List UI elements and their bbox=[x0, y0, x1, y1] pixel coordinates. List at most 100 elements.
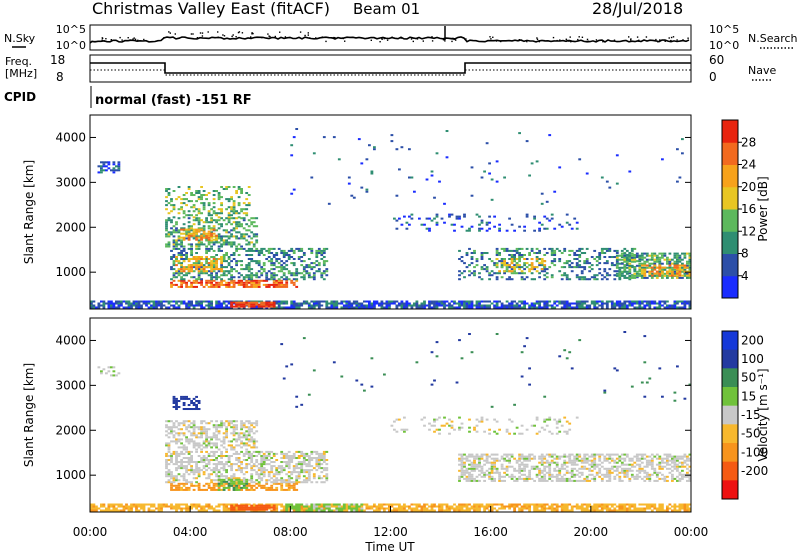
range-time-cell bbox=[535, 258, 539, 261]
range-time-cell bbox=[400, 306, 404, 309]
range-time-cell bbox=[573, 302, 577, 305]
range-time-cell bbox=[465, 304, 469, 307]
range-time-cell bbox=[230, 233, 233, 236]
range-time-cell bbox=[202, 505, 206, 508]
range-time-cell bbox=[653, 262, 657, 265]
range-time-cell bbox=[560, 302, 564, 305]
noise-search-point bbox=[143, 38, 145, 41]
range-time-cell bbox=[177, 484, 181, 487]
range-time-cell bbox=[215, 266, 218, 269]
range-time-cell bbox=[317, 302, 321, 305]
range-time-cell bbox=[235, 223, 238, 226]
range-time-cell bbox=[633, 509, 637, 512]
range-time-cell bbox=[635, 507, 639, 510]
range-time-cell bbox=[653, 505, 657, 508]
range-time-cell bbox=[185, 428, 188, 431]
range-time-cell bbox=[628, 260, 632, 263]
range-time-cell bbox=[450, 304, 454, 307]
range-time-cell bbox=[255, 506, 259, 509]
range-time-cell bbox=[292, 188, 296, 191]
range-time-cell bbox=[255, 424, 259, 427]
noise-search-point bbox=[412, 40, 414, 43]
range-time-cell bbox=[635, 264, 639, 267]
range-time-cell bbox=[305, 509, 309, 512]
range-time-cell bbox=[210, 278, 213, 281]
noise-search-point bbox=[670, 39, 672, 42]
range-time-cell bbox=[207, 455, 211, 458]
range-time-cell bbox=[480, 254, 484, 257]
range-time-cell bbox=[528, 503, 531, 506]
range-time-cell bbox=[265, 482, 269, 485]
range-time-cell bbox=[267, 473, 271, 476]
range-time-cell bbox=[280, 465, 284, 468]
range-time-cell bbox=[575, 306, 579, 309]
range-time-cell bbox=[643, 274, 647, 277]
range-time-cell bbox=[172, 283, 176, 286]
range-time-cell bbox=[217, 438, 221, 441]
range-time-cell bbox=[172, 484, 176, 487]
range-time-cell bbox=[378, 507, 381, 510]
range-time-cell bbox=[250, 237, 254, 240]
range-time-cell bbox=[495, 302, 499, 305]
range-time-cell bbox=[528, 252, 531, 255]
range-time-cell bbox=[210, 438, 213, 441]
range-time-cell bbox=[165, 190, 168, 193]
range-time-cell bbox=[170, 231, 173, 234]
range-time-cell bbox=[167, 450, 171, 453]
range-time-cell bbox=[570, 505, 574, 508]
range-time-cell bbox=[195, 262, 198, 265]
range-time-cell bbox=[235, 452, 238, 455]
range-time-cell bbox=[290, 281, 294, 284]
range-time-cell bbox=[635, 256, 639, 259]
range-time-cell bbox=[205, 279, 208, 282]
range-time-cell bbox=[450, 505, 454, 508]
range-time-cell bbox=[200, 233, 203, 236]
range-time-cell bbox=[598, 252, 602, 255]
range-time-cell bbox=[247, 276, 251, 279]
range-time-cell bbox=[167, 420, 171, 423]
range-time-cell bbox=[207, 486, 211, 489]
range-time-cell bbox=[671, 262, 674, 265]
range-time-cell bbox=[240, 420, 243, 423]
range-time-cell bbox=[220, 245, 223, 248]
range-time-cell bbox=[240, 442, 243, 445]
range-time-cell bbox=[681, 262, 684, 265]
range-time-cell bbox=[317, 509, 321, 512]
range-time-cell bbox=[628, 304, 632, 307]
range-time-cell bbox=[272, 262, 276, 265]
range-time-cell bbox=[205, 428, 208, 431]
range-time-cell bbox=[282, 509, 286, 512]
range-time-cell bbox=[222, 241, 226, 244]
range-time-cell bbox=[327, 509, 331, 512]
range-time-cell bbox=[315, 302, 319, 305]
range-time-cell bbox=[297, 256, 301, 259]
range-time-cell bbox=[170, 471, 173, 474]
freq-unit-label: [MHz] bbox=[5, 67, 37, 80]
range-time-cell bbox=[167, 300, 171, 303]
range-time-cell bbox=[205, 430, 208, 433]
range-time-cell bbox=[600, 274, 604, 277]
range-time-cell bbox=[177, 406, 181, 409]
range-time-cell bbox=[227, 231, 231, 234]
range-time-cell bbox=[668, 258, 672, 261]
range-time-cell bbox=[302, 254, 306, 257]
range-time-cell bbox=[513, 306, 516, 309]
range-time-cell bbox=[197, 505, 201, 508]
range-time-cell bbox=[210, 479, 213, 482]
range-time-cell bbox=[135, 505, 138, 508]
range-time-cell bbox=[180, 285, 183, 288]
range-time-cell bbox=[255, 420, 259, 423]
noise-search-point bbox=[132, 38, 134, 40]
range-time-cell bbox=[438, 507, 441, 510]
range-time-cell bbox=[245, 442, 249, 445]
range-time-cell bbox=[458, 300, 461, 303]
range-time-cell bbox=[305, 455, 309, 458]
range-time-cell bbox=[523, 258, 526, 261]
range-time-cell bbox=[495, 258, 499, 261]
range-time-cell bbox=[257, 503, 261, 506]
range-time-cell bbox=[137, 306, 141, 309]
range-time-cell bbox=[683, 306, 687, 309]
range-time-cell bbox=[185, 438, 188, 441]
range-time-cell bbox=[490, 509, 494, 512]
range-time-cell bbox=[655, 270, 659, 273]
